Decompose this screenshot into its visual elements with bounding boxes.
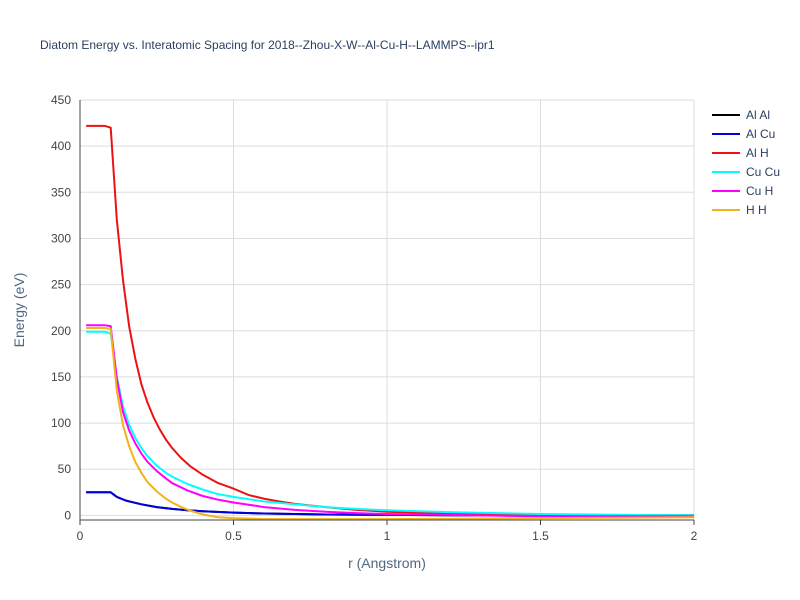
x-tick-label: 1: [384, 529, 391, 543]
legend: Al Al Al Cu Al H Cu Cu Cu H H H: [712, 108, 780, 217]
y-tick-label: 450: [51, 93, 71, 107]
x-axis-title: r (Angstrom): [348, 555, 426, 571]
y-tick-label: 200: [51, 324, 71, 338]
chart-title: Diatom Energy vs. Interatomic Spacing fo…: [40, 38, 495, 52]
x-tick-label: 0.5: [225, 529, 242, 543]
y-tick-label: 0: [64, 508, 71, 522]
x-axis-ticks: 0 0.5 1 1.5 2: [77, 520, 698, 543]
plot-lines: [86, 124, 694, 521]
x-tick-label: 2: [691, 529, 698, 543]
y-tick-label: 50: [58, 462, 72, 476]
y-tick-label: 150: [51, 370, 71, 384]
y-axis-ticks: 0 50 100 150 200 250 300 350 400 450: [51, 93, 71, 522]
legend-label: Al Cu: [746, 127, 775, 141]
series-line-h-h: [86, 327, 694, 521]
legend-label: Al Al: [746, 108, 770, 122]
legend-label: Al H: [746, 146, 769, 160]
legend-label: H H: [746, 203, 767, 217]
series-line-cu-cu: [86, 330, 694, 517]
legend-label: Cu H: [746, 184, 773, 198]
y-tick-label: 350: [51, 185, 71, 199]
y-axis-title: Energy (eV): [11, 273, 27, 348]
legend-label: Cu Cu: [746, 165, 780, 179]
series-line-cu-h: [86, 324, 694, 518]
x-tick-label: 1.5: [532, 529, 549, 543]
y-tick-label: 400: [51, 139, 71, 153]
y-tick-label: 250: [51, 278, 71, 292]
grid: [80, 99, 695, 520]
series-line-al-h: [86, 124, 694, 518]
y-tick-label: 300: [51, 231, 71, 245]
x-tick-label: 0: [77, 529, 84, 543]
y-tick-label: 100: [51, 416, 71, 430]
